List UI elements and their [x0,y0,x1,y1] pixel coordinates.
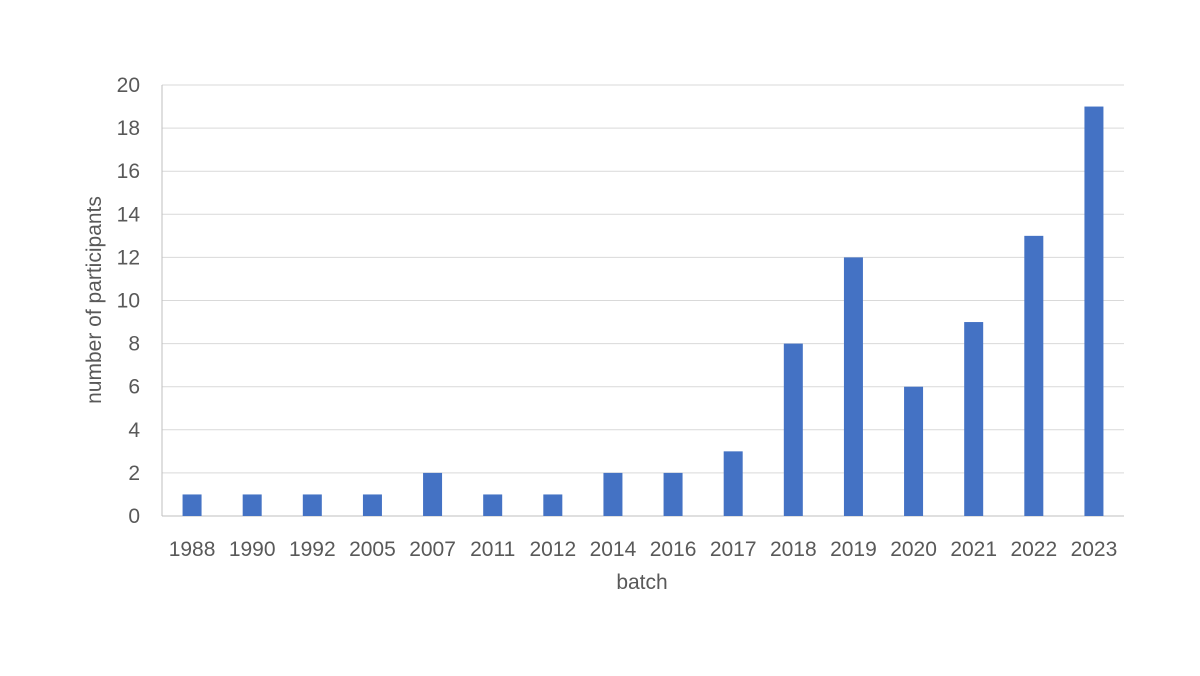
bar-2019 [843,257,863,516]
x-tick-labels: 1988 1990 1992 2005 2007 2011 2012 2014 2016 2017… [169,538,1118,561]
bar-2020 [904,386,924,516]
y-tick-label: 0 [128,505,140,528]
x-tick-label: 2005 [349,538,396,561]
y-tick-label: 12 [117,246,140,269]
axes [161,85,1124,517]
bar-2017 [723,451,743,516]
bar-1992 [302,494,322,516]
x-tick-label: 2011 [470,538,515,561]
x-tick-label: 2023 [1071,538,1118,561]
bar-2007 [423,472,443,516]
gridlines [162,84,1124,474]
y-tick-label: 8 [128,333,140,356]
bar-2023 [1084,106,1104,517]
bar-2014 [603,472,623,516]
y-tick-label: 20 [117,74,140,97]
x-tick-label: 2007 [409,538,456,561]
bar-1988 [182,494,202,516]
x-tick-label: 1990 [229,538,276,561]
y-axis-title: number of participants [83,196,106,404]
x-tick-label: 2012 [529,538,576,561]
bar-2022 [1024,235,1044,516]
bar-2011 [483,494,503,516]
y-tick-labels: 0 2 4 6 8 10 12 14 16 18 20 [117,74,141,528]
bar-1990 [242,494,262,516]
y-tick-label: 6 [128,376,140,399]
x-tick-label: 2021 [950,538,997,561]
y-tick-label: 16 [117,160,140,183]
x-tick-label: 2014 [590,538,637,561]
x-tick-label: 2019 [830,538,877,561]
x-tick-label: 2020 [890,538,937,561]
bar-2005 [362,494,382,516]
x-tick-label: 2017 [710,538,757,561]
bar-2018 [783,343,803,516]
bars [182,106,1104,517]
y-tick-label: 18 [117,117,140,140]
x-tick-label: 2022 [1010,538,1057,561]
y-tick-label: 4 [128,419,140,442]
x-tick-label: 1988 [169,538,216,561]
x-tick-label: 2018 [770,538,817,561]
bar-2016 [663,472,683,516]
x-tick-label: 2016 [650,538,697,561]
x-axis-title: batch [616,571,667,594]
bar-2012 [543,494,563,516]
y-tick-label: 2 [128,462,140,485]
x-tick-label: 1992 [289,538,336,561]
y-tick-label: 14 [117,203,141,226]
y-tick-label: 10 [117,290,140,313]
bar-2021 [964,322,984,516]
